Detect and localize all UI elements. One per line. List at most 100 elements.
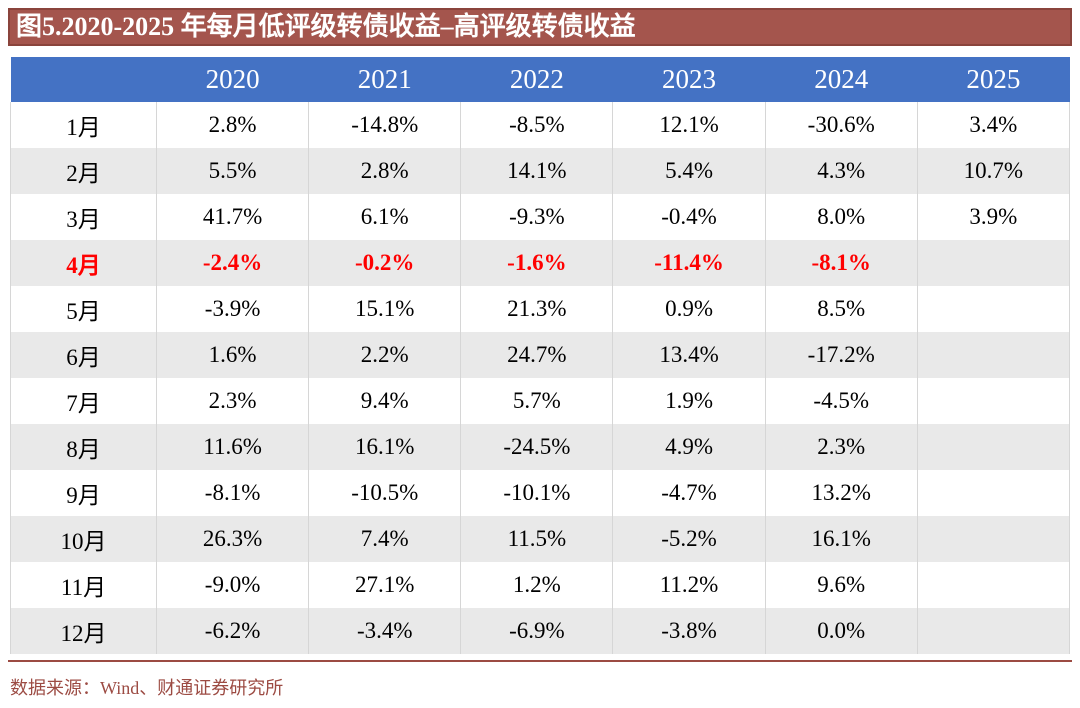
month-cell: 7月 (10, 378, 157, 424)
value-cell: -3.9% (155, 286, 310, 332)
value-cell: 21.3% (460, 286, 614, 332)
month-cell: 11月 (10, 562, 157, 608)
value-cell: 10.7% (916, 148, 1071, 194)
value-cell: 12.1% (612, 102, 766, 148)
month-cell: 6月 (10, 332, 157, 378)
value-cell: -9.3% (460, 194, 614, 240)
table-body: 1月 2.8% -14.8% -8.5% 12.1% -30.6% 3.4% 2月 5.5% 2.… (10, 102, 1071, 654)
year-column-header: 2020 (156, 57, 309, 102)
value-cell: 4.9% (612, 424, 766, 470)
value-cell: 41.7% (155, 194, 310, 240)
value-cell: 7.4% (308, 516, 462, 562)
value-cell: 27.1% (308, 562, 462, 608)
year-column-header: 2023 (612, 57, 766, 102)
table-header-row: 2020 2021 2022 2023 2024 2025 (10, 57, 1070, 102)
value-cell (916, 378, 1071, 424)
value-cell: -0.4% (612, 194, 766, 240)
figure-title: 图5.2020-2025 年每月低评级转债收益–高评级转债收益 (8, 8, 1072, 46)
value-cell: 5.7% (460, 378, 614, 424)
value-cell: -17.2% (764, 332, 918, 378)
month-cell: 4月 (10, 240, 157, 286)
value-cell: 3.9% (916, 194, 1071, 240)
value-cell: -10.5% (308, 470, 462, 516)
month-cell: 1月 (10, 102, 157, 148)
value-cell: 2.8% (308, 148, 462, 194)
value-cell: 4.3% (764, 148, 918, 194)
value-cell (916, 286, 1071, 332)
footer-divider (8, 660, 1072, 662)
value-cell: -3.8% (612, 608, 766, 654)
value-cell: 8.0% (764, 194, 918, 240)
month-column-header (10, 57, 157, 102)
value-cell: 11.6% (155, 424, 310, 470)
year-column-header: 2024 (765, 57, 918, 102)
value-cell: 15.1% (308, 286, 462, 332)
value-cell: 0.0% (764, 608, 918, 654)
table-row: 12月 -6.2% -3.4% -6.9% -3.8% 0.0% (10, 608, 1071, 654)
table-row: 5月 -3.9% 15.1% 21.3% 0.9% 8.5% (10, 286, 1071, 332)
value-cell: 24.7% (460, 332, 614, 378)
value-cell: 9.4% (308, 378, 462, 424)
table-row: 11月 -9.0% 27.1% 1.2% 11.2% 9.6% (10, 562, 1071, 608)
table-header: 2020 2021 2022 2023 2024 2025 (10, 57, 1070, 102)
month-cell: 8月 (10, 424, 157, 470)
value-cell (916, 562, 1071, 608)
value-cell: -4.5% (764, 378, 918, 424)
value-cell (916, 424, 1071, 470)
value-cell: 2.3% (155, 378, 310, 424)
value-cell: -9.0% (155, 562, 310, 608)
year-column-header: 2021 (308, 57, 461, 102)
table-row: 9月 -8.1% -10.5% -10.1% -4.7% 13.2% (10, 470, 1071, 516)
returns-table: 2020 2021 2022 2023 2024 2025 1月 2.8% -14.8% -8.… (10, 57, 1071, 654)
value-cell: 13.2% (764, 470, 918, 516)
value-cell: 1.9% (612, 378, 766, 424)
value-cell (916, 470, 1071, 516)
value-cell: 16.1% (764, 516, 918, 562)
table-row: 2月 5.5% 2.8% 14.1% 5.4% 4.3% 10.7% (10, 148, 1071, 194)
value-cell: -30.6% (764, 102, 918, 148)
value-cell: -6.9% (460, 608, 614, 654)
table-row: 6月 1.6% 2.2% 24.7% 13.4% -17.2% (10, 332, 1071, 378)
value-cell: 13.4% (612, 332, 766, 378)
value-cell (916, 240, 1071, 286)
value-cell: 8.5% (764, 286, 918, 332)
value-cell: 9.6% (764, 562, 918, 608)
value-cell: 5.5% (155, 148, 310, 194)
table-row: 4月 -2.4% -0.2% -1.6% -11.4% -8.1% (10, 240, 1071, 286)
year-column-header: 2022 (460, 57, 613, 102)
value-cell: 5.4% (612, 148, 766, 194)
value-cell: 11.2% (612, 562, 766, 608)
value-cell: 6.1% (308, 194, 462, 240)
value-cell: 11.5% (460, 516, 614, 562)
month-cell: 9月 (10, 470, 157, 516)
month-cell: 5月 (10, 286, 157, 332)
table-row: 1月 2.8% -14.8% -8.5% 12.1% -30.6% 3.4% (10, 102, 1071, 148)
value-cell: -11.4% (612, 240, 766, 286)
table-row: 3月 41.7% 6.1% -9.3% -0.4% 8.0% 3.9% (10, 194, 1071, 240)
value-cell: -5.2% (612, 516, 766, 562)
value-cell: -4.7% (612, 470, 766, 516)
value-cell (916, 332, 1071, 378)
value-cell: -8.1% (155, 470, 310, 516)
value-cell: 2.3% (764, 424, 918, 470)
value-cell: -0.2% (308, 240, 462, 286)
value-cell: 16.1% (308, 424, 462, 470)
value-cell: -14.8% (308, 102, 462, 148)
value-cell: 3.4% (916, 102, 1071, 148)
value-cell: 2.2% (308, 332, 462, 378)
value-cell: -6.2% (155, 608, 310, 654)
value-cell: 14.1% (460, 148, 614, 194)
value-cell: -24.5% (460, 424, 614, 470)
month-cell: 2月 (10, 148, 157, 194)
table-row: 8月 11.6% 16.1% -24.5% 4.9% 2.3% (10, 424, 1071, 470)
value-cell: 1.2% (460, 562, 614, 608)
value-cell: -8.5% (460, 102, 614, 148)
month-cell: 12月 (10, 608, 157, 654)
value-cell: 2.8% (155, 102, 310, 148)
data-source-note: 数据来源：Wind、财通证券研究所 (10, 678, 284, 698)
value-cell: -8.1% (764, 240, 918, 286)
month-cell: 10月 (10, 516, 157, 562)
year-column-header: 2025 (917, 57, 1070, 102)
value-cell: 26.3% (155, 516, 310, 562)
